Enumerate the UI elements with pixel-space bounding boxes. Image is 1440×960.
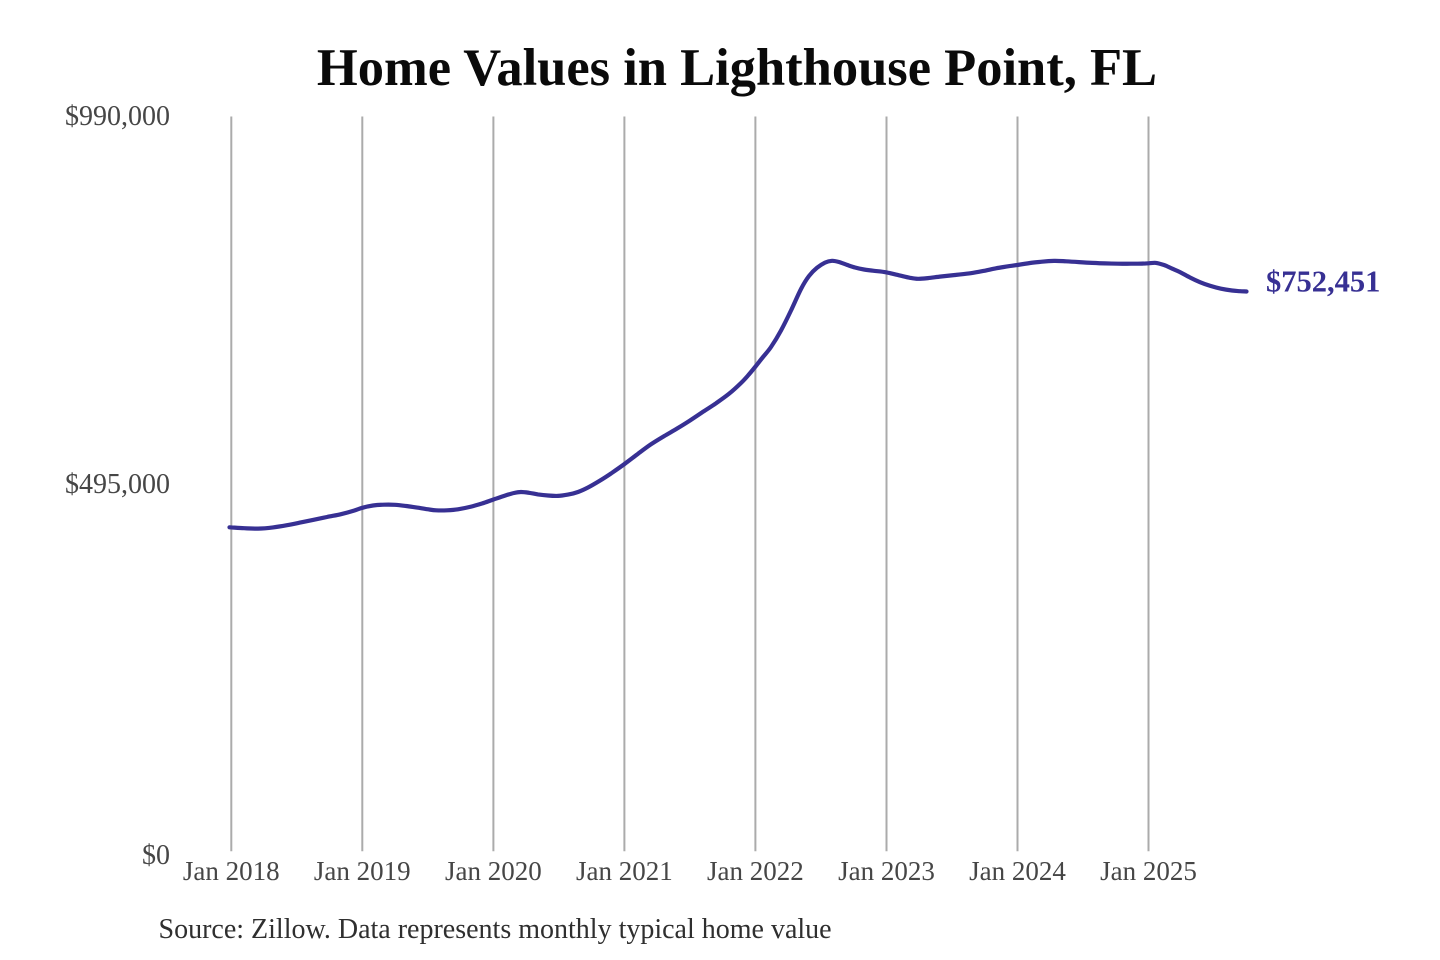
svg-text:Jan 2020: Jan 2020	[445, 856, 542, 886]
svg-text:Jan 2022: Jan 2022	[707, 856, 804, 886]
svg-text:Jan 2023: Jan 2023	[838, 856, 935, 886]
svg-text:$495,000: $495,000	[65, 469, 170, 500]
svg-text:Jan 2025: Jan 2025	[1100, 856, 1197, 886]
svg-text:Jan 2018: Jan 2018	[183, 856, 280, 886]
svg-text:Jan 2019: Jan 2019	[314, 856, 411, 886]
svg-text:$0: $0	[142, 840, 170, 871]
svg-text:Jan 2024: Jan 2024	[969, 856, 1066, 886]
svg-text:$990,000: $990,000	[65, 101, 170, 132]
svg-text:Source: Zillow. Data represent: Source: Zillow. Data represents monthly …	[159, 914, 832, 945]
svg-text:Home Values in Lighthouse Poin: Home Values in Lighthouse Point, FL	[317, 39, 1157, 97]
svg-text:$752,451: $752,451	[1266, 265, 1380, 299]
svg-text:Jan 2021: Jan 2021	[576, 856, 673, 886]
